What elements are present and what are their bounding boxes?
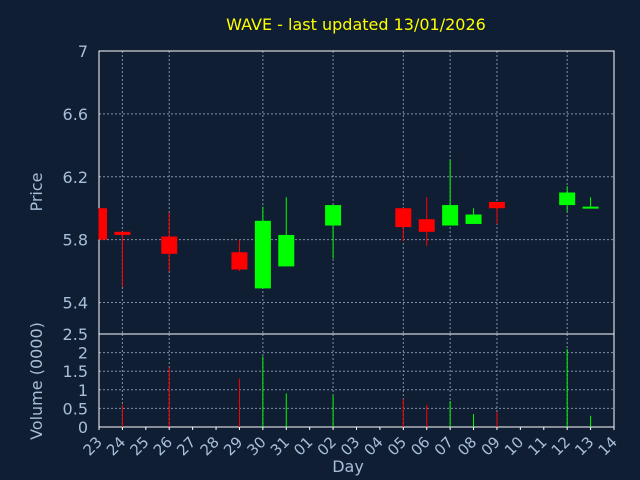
candle-body [99,208,107,240]
price-tick-label: 7 [78,42,88,61]
price-tick-label: 5.8 [63,231,88,250]
day-axis-ticks: 2324252627282930310102030405060708091011… [80,427,621,459]
day-tick-label: 29 [220,433,246,459]
candle-body [161,236,178,254]
candle-body [114,231,131,235]
day-tick-label: 04 [361,433,387,459]
candle-body [278,234,295,267]
day-tick-label: 12 [548,433,574,459]
day-tick-label: 31 [267,433,293,459]
day-tick-label: 14 [595,433,621,459]
day-tick-label: 24 [103,433,129,459]
volume-tick-label: 0 [78,418,88,437]
chart-title: WAVE - last updated 13/01/2026 [226,15,486,34]
volume-tick-label: 2 [78,344,88,363]
day-tick-label: 05 [384,433,410,459]
candle-body [559,192,576,206]
volume-axis-ticks: 00.511.522.5 [63,325,88,437]
day-tick-label: 10 [501,433,527,459]
day-tick-label: 09 [478,433,504,459]
price-tick-label: 5.4 [63,294,88,313]
candle-body [395,208,412,228]
price-grid [99,50,614,334]
day-tick-label: 26 [150,433,176,459]
volume-panel-frame [98,333,615,428]
candle-body [465,214,482,224]
volume-tick-label: 0.5 [63,399,88,418]
price-tick-label: 6.6 [63,105,88,124]
volume-tick-label: 1.5 [63,362,88,381]
day-tick-label: 11 [524,433,550,459]
candle-body [231,252,248,270]
price-axis-label: Price [27,172,46,211]
candle-body [325,205,342,226]
day-tick-label: 13 [571,433,597,459]
day-tick-label: 25 [126,433,152,459]
day-tick-label: 28 [197,433,223,459]
day-tick-label: 30 [243,433,269,459]
day-tick-label: 27 [173,433,199,459]
day-tick-label: 23 [80,433,106,459]
day-tick-label: 08 [454,433,480,459]
candle-body [488,201,505,209]
day-tick-label: 03 [337,433,363,459]
volume-grid [99,333,614,428]
day-tick-label: 07 [431,433,457,459]
volume-tick-label: 2.5 [63,325,88,344]
volume-axis-label: Volume (0000) [27,322,46,440]
day-tick-label: 06 [407,433,433,459]
candles [98,159,599,289]
candle-body [418,219,435,232]
candle-body [442,205,459,226]
price-tick-label: 6.2 [63,168,88,187]
volume-tick-label: 1 [78,381,88,400]
price-axis-ticks: 5.4 5.8 6.2 6.6 7 [63,42,88,313]
day-tick-label: 02 [314,433,340,459]
day-axis-label: Day [332,457,364,476]
candle-body [582,206,599,209]
candle-body [254,220,271,289]
volume-bars [121,348,592,427]
day-tick-label: 01 [290,433,316,459]
price-panel-frame [98,50,615,335]
